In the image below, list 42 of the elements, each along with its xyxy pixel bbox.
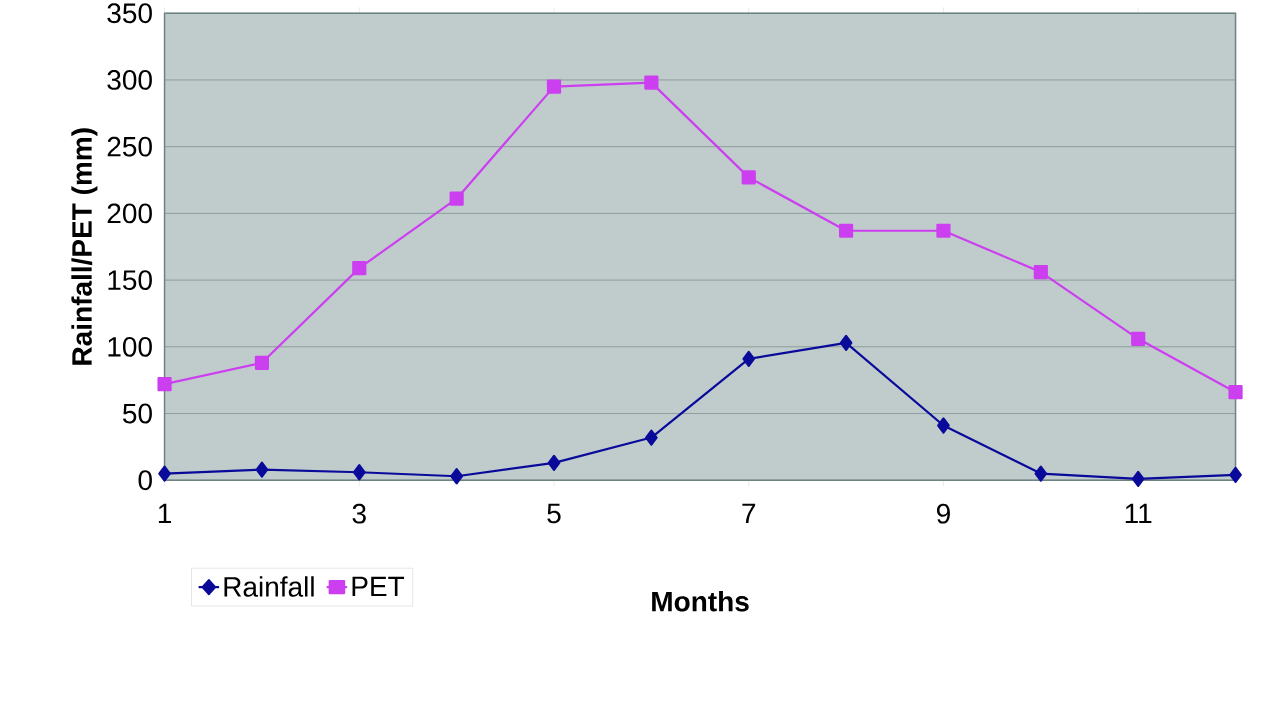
point xyxy=(157,376,172,392)
point xyxy=(352,463,366,481)
x-tick-label: 1 xyxy=(158,503,171,523)
point xyxy=(255,461,269,478)
point xyxy=(450,467,463,485)
point xyxy=(838,223,854,238)
x-tick-label: 3 xyxy=(352,503,366,524)
point xyxy=(1034,465,1048,482)
point xyxy=(936,223,951,238)
point xyxy=(546,79,562,94)
point xyxy=(254,355,270,370)
point xyxy=(645,429,658,446)
y-tick-label: 300 xyxy=(107,69,152,90)
point xyxy=(449,191,464,206)
point xyxy=(1229,466,1242,483)
point xyxy=(741,170,756,185)
legend-label: PET xyxy=(352,576,405,596)
point xyxy=(742,350,756,367)
point xyxy=(547,454,561,471)
point xyxy=(937,417,950,434)
y-tick-label: 150 xyxy=(108,269,152,290)
y-tick-label: 0 xyxy=(138,470,152,490)
point xyxy=(158,465,171,482)
point xyxy=(644,75,659,90)
point xyxy=(1033,264,1048,279)
x-tick-label: 5 xyxy=(547,503,561,524)
x-tick-label: 7 xyxy=(742,503,756,523)
point xyxy=(1228,384,1243,400)
y-tick-label: 100 xyxy=(108,336,152,357)
point xyxy=(1131,470,1145,487)
point xyxy=(352,260,367,275)
y-tick-label: 200 xyxy=(107,203,152,224)
legend-label: Rainfall xyxy=(224,576,314,597)
point xyxy=(1131,331,1146,346)
x-tick-label: 9 xyxy=(936,503,950,524)
y-tick-label: 350 xyxy=(107,3,152,23)
x-tick-label: 11 xyxy=(1125,503,1152,523)
y-tick-label: 250 xyxy=(107,136,152,157)
y-tick-label: 50 xyxy=(122,403,152,424)
y-axis-title: Rainfall/PET (mm) xyxy=(71,128,98,365)
x-axis-title: Months xyxy=(652,590,749,612)
point xyxy=(839,334,853,351)
